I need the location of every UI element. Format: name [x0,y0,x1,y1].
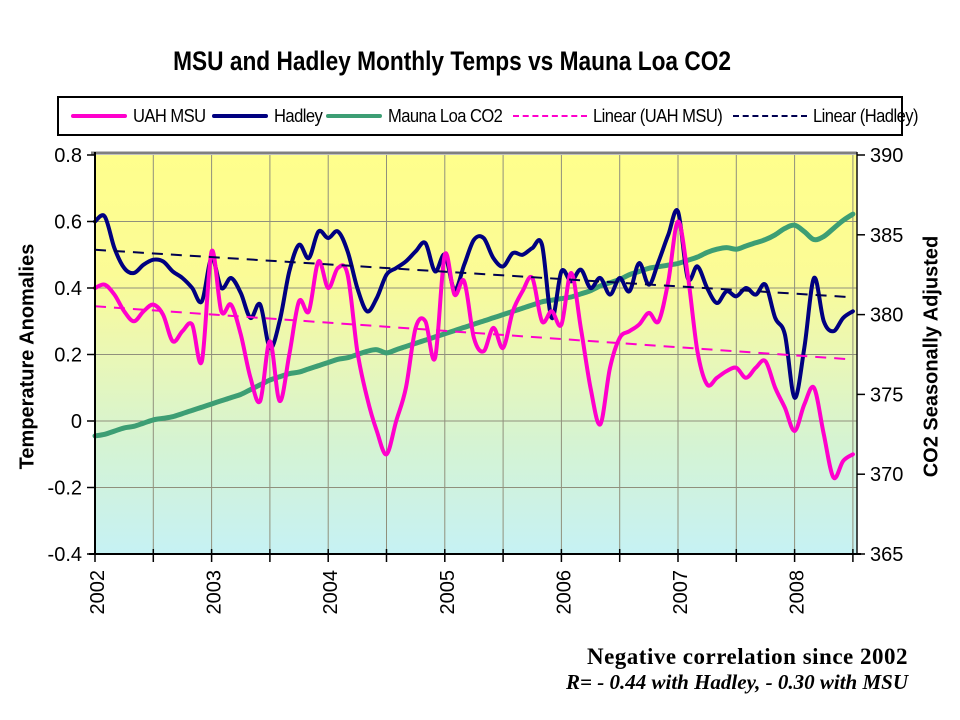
x-tick-label: 2008 [787,570,809,615]
x-tick-label: 2005 [437,570,459,615]
legend-label: Mauna Loa CO2 [388,105,503,126]
chart-title: MSU and Hadley Monthly Temps vs Mauna Lo… [0,46,960,77]
y-right-tick-label: 370 [870,464,903,486]
y-left-tick-label: 0.2 [54,345,82,367]
x-tick-label: 2003 [204,570,226,615]
x-tick-label: 2002 [87,570,109,615]
series-hadley [93,208,855,400]
legend-label: UAH MSU [133,105,206,126]
y-right-tick-label: 385 [870,225,903,247]
annotation-line2: R= - 0.44 with Hadley, - 0.30 with MSU [566,670,908,694]
chart-title-text: MSU and Hadley Monthly Temps vs Mauna Lo… [173,46,732,76]
axis-ticks [87,154,865,562]
legend-label: Linear (Hadley) [812,105,918,126]
legend-item-uah-msu: UAH MSU [71,106,212,127]
x-tick-label: 2006 [553,570,575,615]
annotation-block: Negative correlation since 2002 R= - 0.4… [566,644,908,695]
uah-msu-line-swatch [71,114,127,118]
y-left-tick-label: -0.2 [48,478,82,500]
annotation-line1: Negative correlation since 2002 [586,644,908,669]
series-mauna-loa-co2 [92,211,856,439]
x-tick-label: 2004 [320,570,342,615]
trendline-linear-uah-msu- [94,305,853,361]
y-left-tick-label: 0.4 [54,278,82,300]
series-uah-msu [93,219,855,481]
y-right-tick-label: 390 [870,145,903,167]
linear-uah-dash-swatch [512,115,587,117]
co2-line-swatch [326,114,383,118]
y-left-tick-label: 0.8 [54,145,82,167]
legend-label: Hadley [273,105,323,126]
gridlines [95,155,857,554]
x-tick-label: 2007 [670,570,692,615]
y-right-tick-label: 380 [870,305,903,327]
legend-label: Linear (UAH MSU) [592,105,723,126]
linear-hadley-dash-swatch [732,115,807,117]
legend-item-linear-uah: Linear (UAH MSU) [512,105,733,127]
y-right-tick-label: 375 [870,384,903,406]
hadley-line-swatch [211,114,268,118]
y-left-tick-label: 0 [71,411,82,433]
legend-item-hadley: Hadley [211,105,326,127]
legend: UAH MSU Hadley Mauna Loa CO2 Linear (UAH… [57,96,918,136]
legend-item-linear-hadley: Linear (Hadley) [732,105,927,127]
legend-item-mauna-loa-co2: Mauna Loa CO2 [326,106,512,127]
y-right-tick-label: 365 [870,544,903,566]
y-left-tick-label: 0.6 [54,212,82,234]
y-left-tick-label: -0.4 [48,544,82,566]
trendline-linear-hadley- [94,248,853,299]
